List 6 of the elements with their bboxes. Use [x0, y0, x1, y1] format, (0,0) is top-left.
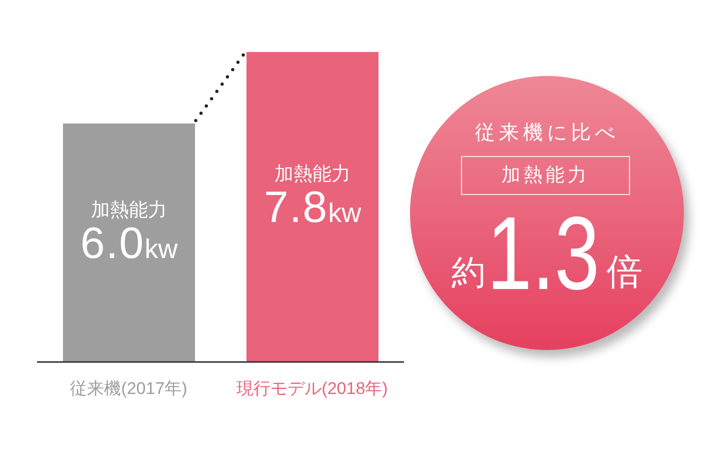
data-label: 加熱能力 6.0kw	[80, 200, 178, 268]
data-label: 加熱能力 7.8kw	[264, 164, 362, 232]
text: 従来機に比べ	[474, 121, 620, 145]
x-tick-label: 現行モデル(2018年)	[236, 379, 388, 398]
x-tick-label: 従来機(2017年)	[70, 379, 188, 398]
text: 加熱能力	[500, 164, 590, 187]
